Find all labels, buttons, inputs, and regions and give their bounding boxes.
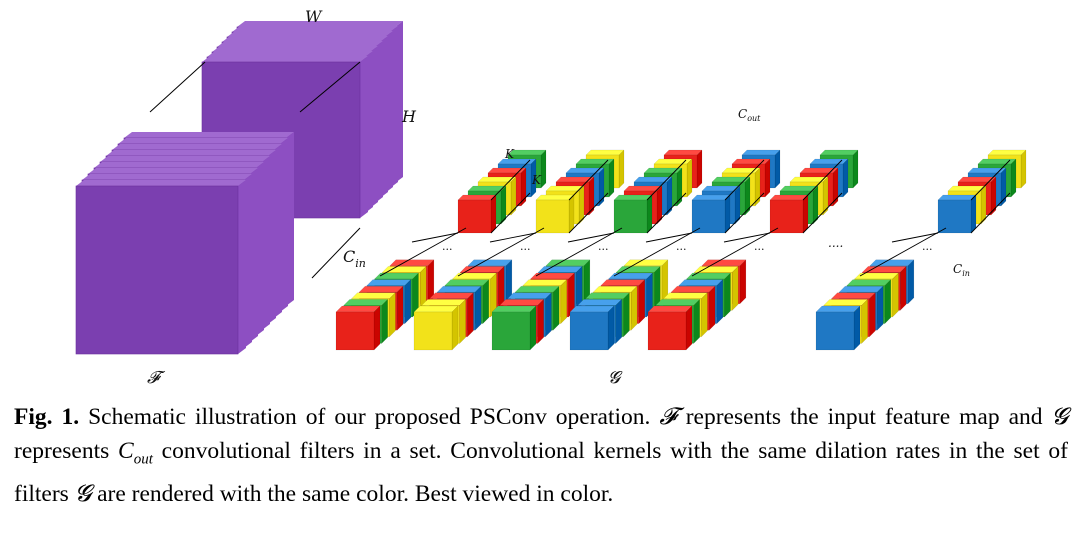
- filter-dots: ...: [442, 240, 453, 253]
- connector-line: [535, 227, 623, 277]
- caption-cout: C: [118, 438, 134, 464]
- filter-column: ...: [413, 149, 625, 351]
- kernel-cube: [535, 194, 575, 234]
- feature-slab-front: [75, 180, 246, 355]
- connector-line: [568, 159, 609, 201]
- filter-column: ...: [491, 149, 703, 351]
- cin-sub-right: in: [962, 269, 970, 278]
- connector-line: [490, 192, 531, 234]
- connector-line: [859, 227, 947, 277]
- kernel-cube: [457, 194, 497, 234]
- connector-line: [802, 159, 843, 201]
- connector-line: [691, 227, 779, 277]
- connector-line: [411, 232, 459, 243]
- kernel-cube: [937, 194, 977, 234]
- kernel-cube: [769, 194, 809, 234]
- connector-line: [723, 232, 771, 243]
- cout-label: Cout: [738, 107, 761, 123]
- kernel-cube: [569, 305, 615, 351]
- filter-column: ...: [335, 149, 547, 351]
- filter-set-symbol: 𝓖: [608, 368, 623, 388]
- caption-g-symbol-2: 𝓖: [74, 480, 92, 507]
- connector-line: [645, 232, 693, 243]
- filter-set-g: ..................: [335, 149, 1027, 351]
- connector-line: [646, 159, 687, 201]
- connector-line: [311, 227, 361, 279]
- feature-map-symbol: 𝓕: [147, 368, 166, 388]
- k-label-top: K: [504, 147, 515, 161]
- filter-column: ...: [569, 149, 781, 351]
- kernel-cube: [335, 305, 381, 351]
- cin-sub-main: in: [355, 257, 366, 270]
- connector-line: [490, 159, 531, 201]
- caption-part4: convolutional filters in a set. Convolut…: [14, 438, 1068, 507]
- psconv-diagram: .................. W H Cin K K Cout Cin …: [75, 7, 1027, 388]
- kernel-cube: [647, 305, 693, 351]
- figure-caption: Fig. 1. Schematic illustration of our pr…: [14, 400, 1068, 511]
- connector-line: [646, 192, 687, 234]
- filter-dots: ...: [520, 240, 531, 253]
- caption-part2: represents the input feature map and: [676, 404, 1052, 430]
- connector-line: [970, 192, 1011, 234]
- caption-part3: represents: [14, 438, 119, 464]
- caption-fig-label: Fig. 1.: [14, 404, 80, 430]
- filter-column: ...: [647, 149, 859, 351]
- caption-part5: are rendered with the same color. Best v…: [91, 480, 614, 507]
- connector-line: [970, 159, 1011, 201]
- filter-column: ...: [815, 149, 1027, 351]
- k-label-side: K: [531, 173, 542, 187]
- cin-label-main: Cin: [343, 247, 366, 270]
- kernel-cube: [491, 305, 537, 351]
- caption-part1: Schematic illustration of our proposed P…: [79, 404, 660, 430]
- caption-g-symbol: 𝓖: [1051, 404, 1069, 430]
- connector-line: [568, 192, 609, 234]
- caption-cout-sub: out: [133, 451, 153, 468]
- connector-line: [457, 227, 545, 277]
- filters-ellipsis: ....: [828, 236, 843, 250]
- width-label: W: [305, 7, 323, 26]
- filter-dots: ...: [676, 240, 687, 253]
- connector-line: [299, 61, 361, 113]
- connector-line: [891, 232, 939, 243]
- connector-line: [613, 227, 701, 277]
- connector-line: [724, 192, 765, 234]
- kernel-cube: [815, 305, 861, 351]
- cin-label-right: Cin: [953, 262, 970, 278]
- height-label: H: [401, 107, 417, 126]
- filter-dots: ...: [754, 240, 765, 253]
- connector-line: [802, 192, 843, 234]
- connector-line: [149, 61, 206, 113]
- connector-line: [489, 232, 537, 243]
- kernel-cube: [413, 305, 459, 351]
- connector-line: [724, 159, 765, 201]
- connector-line: [567, 232, 615, 243]
- filter-dots: ...: [598, 240, 609, 253]
- filter-dots: ...: [922, 240, 933, 253]
- feature-map-f: [75, 21, 403, 355]
- kernel-cube: [691, 194, 731, 234]
- connector-line: [379, 227, 467, 277]
- caption-f-symbol: 𝓕: [659, 404, 677, 430]
- kernel-cube: [613, 194, 653, 234]
- cout-sub: out: [747, 114, 761, 123]
